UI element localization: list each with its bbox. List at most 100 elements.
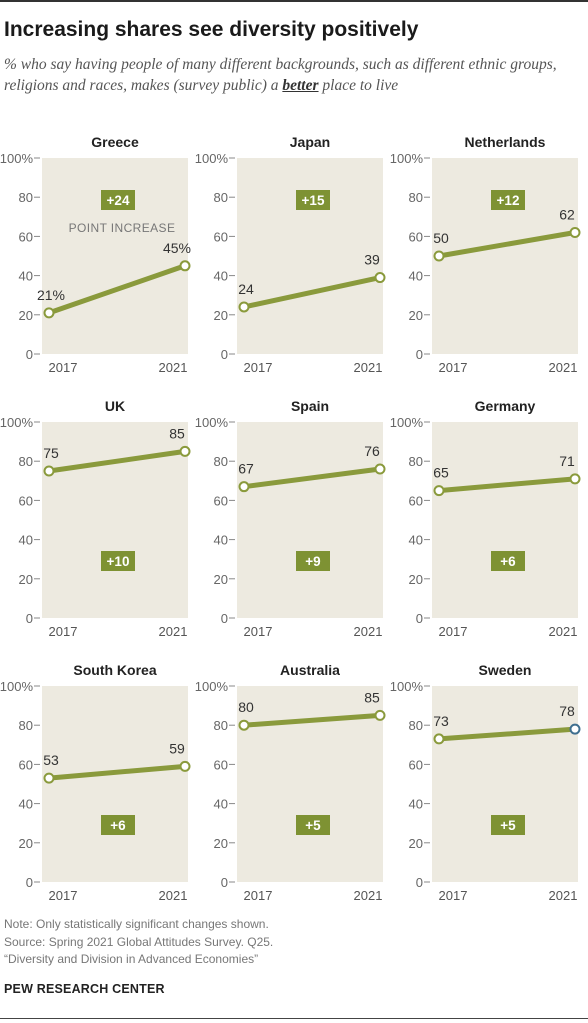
- change-badge-netherlands: [491, 190, 525, 210]
- data-label-2017-spain: 67: [238, 461, 254, 477]
- subtitle-text: % who say having people of many differen…: [4, 56, 557, 94]
- data-label-2017-greece: 21%: [37, 287, 65, 303]
- data-point-2021-south-korea: [179, 760, 191, 772]
- data-label-2021-spain: 76: [364, 443, 380, 459]
- data-label-2017-germany: 65: [433, 465, 449, 481]
- y-tick-label: 60: [19, 493, 33, 508]
- x-tick-label: 2021: [549, 360, 578, 375]
- panel-title-germany: Germany: [475, 398, 536, 414]
- change-badge-greece: [101, 190, 135, 210]
- y-tick-label: 40: [409, 269, 423, 284]
- bottom-rule: [0, 1018, 588, 1019]
- data-point-2017-uk: [43, 465, 55, 477]
- y-tick-label: 60: [214, 493, 228, 508]
- data-label-2017-uk: 75: [43, 445, 59, 461]
- change-badge-label-netherlands: +12: [497, 193, 520, 208]
- y-tick-label: 0: [416, 347, 423, 362]
- data-label-2017-south-korea: 53: [43, 752, 59, 768]
- y-tick-label: 0: [221, 611, 228, 626]
- panel-background-germany: [432, 422, 578, 618]
- data-label-2021-australia: 85: [364, 689, 380, 705]
- change-badge-uk: [101, 551, 135, 571]
- x-tick-label: 2017: [439, 888, 468, 903]
- change-badge-sweden: [491, 815, 525, 835]
- y-tick-label: 100%: [0, 151, 33, 166]
- x-tick-label: 2017: [244, 624, 273, 639]
- chart-title: Increasing shares see diversity positive…: [4, 18, 419, 41]
- data-label-2021-uk: 85: [169, 425, 185, 441]
- footer-report: “Diversity and Division in Advanced Econ…: [4, 952, 259, 966]
- series-line-greece: [46, 263, 188, 316]
- change-badge-label-australia: +5: [305, 818, 321, 833]
- data-point-2017-germany: [433, 485, 445, 497]
- change-badge-label-spain: +9: [305, 554, 320, 569]
- data-label-2021-japan: 39: [364, 252, 380, 268]
- y-tick-label: 40: [19, 269, 33, 284]
- footer-note: Note: Only statistically significant cha…: [4, 917, 269, 931]
- y-tick-label: 0: [26, 875, 33, 890]
- y-tick-label: 0: [26, 347, 33, 362]
- y-tick-label: 80: [409, 718, 423, 733]
- y-tick-label: 40: [214, 269, 228, 284]
- y-tick-label: 80: [19, 718, 33, 733]
- panel-background-japan: [237, 158, 383, 354]
- series-line-south-korea: [46, 763, 188, 781]
- y-tick-label: 100%: [195, 151, 229, 166]
- x-tick-label: 2021: [354, 624, 383, 639]
- y-tick-label: 100%: [0, 415, 33, 430]
- y-tick-label: 80: [409, 190, 423, 205]
- x-tick-label: 2021: [354, 360, 383, 375]
- y-tick-label: 60: [214, 229, 228, 244]
- panel-background-south-korea: [42, 686, 188, 882]
- data-label-2017-japan: 24: [238, 281, 254, 297]
- series-line-japan: [241, 275, 383, 310]
- data-point-2017-south-korea: [43, 772, 55, 784]
- subtitle-text-end: place to live: [318, 77, 399, 94]
- data-label-2021-netherlands: 62: [559, 206, 575, 222]
- data-point-2017-sweden: [433, 733, 445, 745]
- data-point-2021-australia: [374, 709, 386, 721]
- data-point-2017-spain: [238, 481, 250, 493]
- y-tick-label: 60: [19, 229, 33, 244]
- panel-title-australia: Australia: [280, 662, 340, 678]
- change-badge-spain: [296, 551, 330, 571]
- series-line-germany: [436, 476, 578, 494]
- y-tick-label: 40: [409, 533, 423, 548]
- change-badge-label-germany: +6: [500, 554, 516, 569]
- y-tick-label: 40: [19, 797, 33, 812]
- series-line-australia: [241, 712, 383, 728]
- change-badge-japan: [296, 190, 330, 210]
- panel-background-netherlands: [432, 158, 578, 354]
- change-badge-label-sweden: +5: [500, 818, 516, 833]
- panel-background-uk: [42, 422, 188, 618]
- x-tick-label: 2021: [549, 624, 578, 639]
- brand-logo-text: PEW RESEARCH CENTER: [4, 982, 165, 996]
- x-tick-label: 2021: [549, 888, 578, 903]
- data-label-2017-australia: 80: [238, 699, 254, 715]
- y-tick-label: 20: [19, 572, 33, 587]
- data-point-2017-japan: [238, 301, 250, 313]
- y-tick-label: 20: [409, 572, 423, 587]
- data-label-2017-sweden: 73: [433, 713, 449, 729]
- data-label-2017-netherlands: 50: [433, 230, 449, 246]
- x-tick-label: 2021: [159, 624, 188, 639]
- top-rule: [0, 0, 588, 2]
- panel-background-spain: [237, 422, 383, 618]
- y-tick-label: 80: [19, 190, 33, 205]
- series-line-netherlands: [436, 229, 578, 259]
- change-badge-label-south-korea: +6: [110, 818, 126, 833]
- y-tick-label: 60: [214, 757, 228, 772]
- y-tick-label: 20: [409, 836, 423, 851]
- data-point-2021-japan: [374, 272, 386, 284]
- y-tick-label: 100%: [195, 415, 229, 430]
- data-label-2021-germany: 71: [559, 453, 575, 469]
- data-point-2021-netherlands: [569, 226, 581, 238]
- y-tick-label: 0: [26, 611, 33, 626]
- subtitle-emphasis: better: [282, 77, 319, 94]
- data-point-2021-germany: [569, 473, 581, 485]
- panel-title-spain: Spain: [291, 398, 329, 414]
- x-tick-label: 2017: [244, 360, 273, 375]
- chart-subtitle: % who say having people of many differen…: [4, 54, 579, 96]
- y-tick-label: 0: [416, 875, 423, 890]
